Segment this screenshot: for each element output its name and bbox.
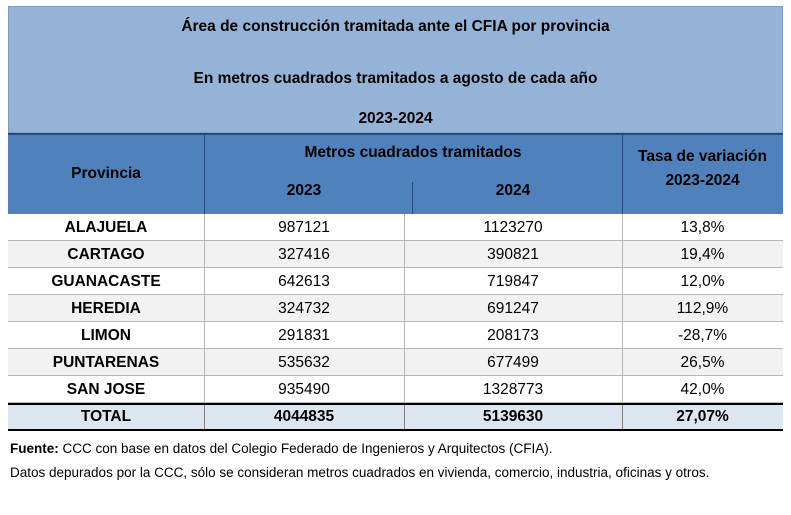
table-row: PUNTARENAS 535632 677499 26,5% bbox=[8, 349, 783, 376]
header-year-2023: 2023 bbox=[286, 182, 322, 199]
cell-tasa: -28,7% bbox=[677, 327, 728, 344]
cell-2024: 719847 bbox=[487, 273, 539, 290]
table-notes: Fuente: CCC con base en datos del Colegi… bbox=[10, 439, 780, 483]
cell-provincia: SAN JOSE bbox=[66, 381, 146, 398]
table-row: GUANACASTE 642613 719847 12,0% bbox=[8, 268, 783, 295]
source-text: CCC con base en datos del Colegio Federa… bbox=[58, 441, 553, 456]
header-divider bbox=[412, 182, 413, 216]
cell-2024: 1123270 bbox=[483, 219, 543, 236]
cell-provincia: HEREDIA bbox=[71, 300, 141, 317]
cell-2024: 677499 bbox=[487, 354, 539, 371]
cell-2023: 327416 bbox=[278, 246, 330, 263]
table-title-block: Área de construcción tramitada ante el C… bbox=[8, 6, 783, 133]
table-row: LIMON 291831 208173 -28,7% bbox=[8, 322, 783, 349]
cell-tasa: 12,0% bbox=[680, 273, 725, 290]
cell-2024: 208173 bbox=[487, 327, 539, 344]
table-subtitle: En metros cuadrados tramitados a agosto … bbox=[193, 70, 598, 87]
cell-provincia: CARTAGO bbox=[67, 246, 145, 263]
cell-provincia: GUANACASTE bbox=[51, 273, 161, 290]
data-table: Área de construcción tramitada ante el C… bbox=[8, 6, 783, 431]
table-row: SAN JOSE 935490 1328773 42,0% bbox=[8, 376, 783, 403]
cell-2024: 691247 bbox=[487, 300, 539, 317]
cell-tasa: 19,4% bbox=[680, 246, 725, 263]
header-tasa: Tasa de variación 2023-2024 bbox=[622, 145, 783, 193]
cell-provincia: PUNTARENAS bbox=[52, 354, 160, 371]
cell-tasa: 42,0% bbox=[680, 381, 725, 398]
cell-2024: 390821 bbox=[487, 246, 539, 263]
table-row: CARTAGO 327416 390821 19,4% bbox=[8, 241, 783, 268]
header-year-2024: 2024 bbox=[495, 182, 531, 199]
cell-tasa: 112,9% bbox=[676, 300, 729, 317]
cell-provincia: LIMON bbox=[81, 327, 131, 344]
cell-provincia: ALAJUELA bbox=[64, 219, 148, 236]
header-provincia: Provincia bbox=[71, 165, 141, 182]
cell-tasa: 26,5% bbox=[680, 354, 725, 371]
table-header: Provincia Metros cuadrados tramitados 20… bbox=[8, 133, 783, 216]
cell-2023: 324732 bbox=[278, 300, 330, 317]
header-tasa-label: Tasa de variación bbox=[638, 148, 767, 165]
cell-tasa: 13,8% bbox=[680, 219, 725, 236]
header-divider bbox=[204, 135, 205, 216]
cell-2023: 535632 bbox=[278, 354, 330, 371]
header-metros: Metros cuadrados tramitados bbox=[304, 144, 522, 161]
total-row: TOTAL 4044835 5139630 27,07% bbox=[8, 403, 783, 431]
total-2023: 4044835 bbox=[273, 408, 335, 425]
methodology-note: Datos depurados por la CCC, sólo se cons… bbox=[10, 464, 710, 480]
source-label: Fuente: bbox=[10, 441, 59, 456]
cell-2023: 987121 bbox=[278, 219, 330, 236]
cell-2023: 935490 bbox=[278, 381, 330, 398]
table-row: HEREDIA 324732 691247 112,9% bbox=[8, 295, 783, 322]
header-divider bbox=[622, 135, 623, 216]
table-body: ALAJUELA 987121 1123270 13,8% CARTAGO 32… bbox=[8, 214, 783, 403]
header-tasa-period: 2023-2024 bbox=[665, 172, 740, 189]
table-period: 2023-2024 bbox=[358, 110, 433, 127]
total-2024: 5139630 bbox=[482, 408, 544, 425]
cell-2024: 1328773 bbox=[482, 381, 544, 398]
cell-2023: 291831 bbox=[278, 327, 330, 344]
source-note: Fuente: CCC con base en datos del Colegi… bbox=[10, 439, 780, 460]
cell-2023: 642613 bbox=[278, 273, 330, 290]
total-tasa: 27,07% bbox=[676, 408, 729, 425]
table-title: Área de construcción tramitada ante el C… bbox=[181, 18, 610, 35]
total-label: TOTAL bbox=[80, 408, 132, 425]
table-row: ALAJUELA 987121 1123270 13,8% bbox=[8, 214, 783, 241]
